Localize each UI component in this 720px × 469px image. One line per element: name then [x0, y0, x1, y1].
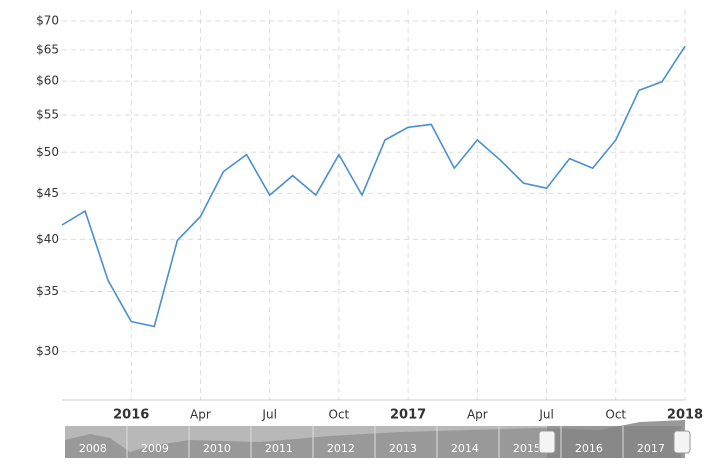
navigator-year: 2017: [637, 442, 665, 455]
y-tick-label: $40: [36, 232, 59, 246]
x-tick-label: Apr: [190, 408, 211, 422]
y-tick-label: $35: [36, 284, 59, 298]
navigator: 2008 2009 2010 2011 2012 2013 2014 2015 2016 2017: [65, 420, 691, 458]
y-tick-label: $50: [36, 145, 59, 159]
navigator-year: 2015: [513, 442, 541, 455]
y-tick-label: $30: [36, 344, 59, 358]
navigator-year: 2013: [389, 442, 417, 455]
navigator-handle[interactable]: [673, 430, 691, 454]
navigator-year: 2014: [451, 442, 479, 455]
x-tick-label: 2017: [390, 408, 426, 423]
x-tick-label: Apr: [467, 408, 488, 422]
y-tick-label: $45: [36, 186, 59, 200]
x-tick-label: 2018: [667, 408, 703, 423]
y-tick-label: $60: [36, 74, 59, 88]
y-tick-label: $70: [36, 13, 59, 27]
grid: [62, 10, 686, 400]
navigator-year: 2012: [327, 442, 355, 455]
x-tick-label: Jul: [261, 408, 276, 422]
navigator-year: 2016: [575, 442, 603, 455]
x-tick-label: 2016: [113, 408, 149, 423]
navigator-handle[interactable]: [538, 430, 556, 454]
y-tick-label: $55: [36, 108, 59, 122]
y-tick-label: $65: [36, 42, 59, 56]
navigator-year: 2008: [79, 442, 107, 455]
navigator-year: 2010: [203, 442, 231, 455]
x-tick-label: Oct: [605, 408, 626, 422]
price-line: [61, 45, 686, 328]
x-tick-label: Jul: [538, 408, 553, 422]
navigator-year: 2009: [141, 442, 169, 455]
navigator-year: 2011: [265, 442, 293, 455]
navigator-range: [547, 426, 681, 458]
x-tick-label: Oct: [329, 408, 350, 422]
